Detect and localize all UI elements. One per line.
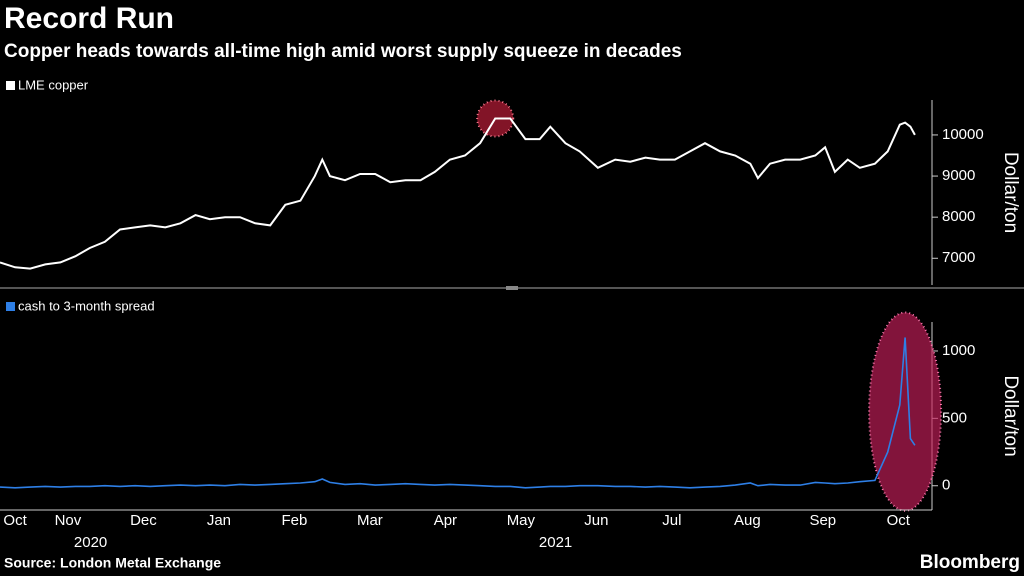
legend-label: LME copper bbox=[18, 77, 89, 92]
y-tick-label: 500 bbox=[942, 409, 967, 426]
x-tick-label: Dec bbox=[130, 512, 157, 529]
data-line bbox=[0, 337, 916, 489]
y-tick-label: 1000 bbox=[942, 342, 975, 359]
x-tick-label: Jun bbox=[584, 512, 608, 529]
y-tick-label: 9000 bbox=[942, 167, 975, 184]
y-tick-label: 8000 bbox=[942, 208, 975, 225]
separator-handle bbox=[506, 286, 518, 290]
x-tick-label: Oct bbox=[3, 512, 27, 529]
legend-swatch bbox=[6, 302, 15, 311]
x-tick-label: May bbox=[507, 512, 536, 529]
x-tick-label: Jul bbox=[662, 512, 681, 529]
y-tick-label: 10000 bbox=[942, 126, 984, 143]
x-tick-label: Nov bbox=[55, 512, 82, 529]
y-tick-label: 7000 bbox=[942, 249, 975, 266]
legend-label: cash to 3-month spread bbox=[18, 298, 155, 313]
legend-swatch bbox=[6, 81, 15, 90]
x-tick-label: Oct bbox=[887, 512, 911, 529]
chart-title: Record Run bbox=[4, 2, 174, 35]
x-tick-label: Mar bbox=[357, 512, 383, 529]
credit: Bloomberg bbox=[920, 552, 1020, 573]
x-tick-label: Aug bbox=[734, 512, 761, 529]
data-line bbox=[0, 117, 916, 270]
x-tick-label: Feb bbox=[281, 512, 307, 529]
chart-subtitle: Copper heads towards all-time high amid … bbox=[4, 41, 682, 62]
highlight bbox=[868, 311, 943, 512]
year-label: 2020 bbox=[74, 534, 107, 551]
y-axis-label: Dollar/ton bbox=[1000, 152, 1021, 233]
y-tick-label: 0 bbox=[942, 477, 950, 494]
y-axis-label: Dollar/ton bbox=[1000, 375, 1021, 456]
x-tick-label: Sep bbox=[809, 512, 836, 529]
x-tick-label: Jan bbox=[207, 512, 231, 529]
x-tick-label: Apr bbox=[434, 512, 457, 529]
source: Source: London Metal Exchange bbox=[4, 555, 221, 571]
year-label: 2021 bbox=[539, 534, 572, 551]
